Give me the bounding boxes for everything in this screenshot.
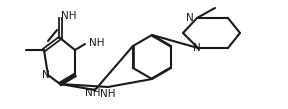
Text: NH: NH	[61, 11, 77, 21]
Text: NH: NH	[85, 88, 101, 98]
Text: NH: NH	[89, 38, 105, 48]
Text: N: N	[42, 70, 50, 80]
Text: N: N	[186, 13, 194, 23]
Text: N: N	[193, 43, 201, 53]
Text: NH: NH	[100, 89, 116, 99]
